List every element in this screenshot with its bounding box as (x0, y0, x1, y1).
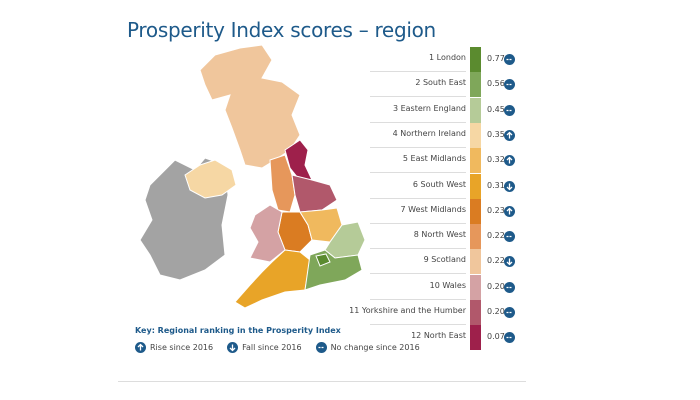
ranking-row: 7 West Midlands 0.23 (370, 198, 530, 224)
region-score: 0.20 (487, 281, 505, 291)
ranking-row: 9 Scotland 0.22 (370, 249, 530, 275)
no-change-icon (504, 104, 515, 116)
no-change-icon (504, 231, 515, 243)
no-change-icon (315, 342, 327, 353)
region-label: 2 South East (415, 78, 466, 88)
region-score: 0.31 (487, 180, 505, 190)
region-score: 0.22 (487, 256, 505, 266)
region-north-west (269, 154, 296, 213)
region-north-east (284, 139, 313, 181)
region-label: 12 North East (411, 331, 466, 341)
arrow-up-icon (135, 342, 146, 353)
region-northern-ireland (184, 159, 237, 199)
arrow-down-icon (504, 180, 515, 192)
region-label: 5 East Midlands (402, 154, 466, 164)
region-label: 10 Wales (429, 280, 466, 290)
ranking-row: 5 East Midlands 0.32 (370, 148, 530, 174)
color-swatch (470, 274, 481, 300)
legend: Rise since 2016 Fall since 2016 No chang… (135, 342, 420, 353)
region-label: 8 North West (413, 230, 466, 240)
legend-nochange: No change since 2016 (315, 342, 420, 353)
arrow-down-icon (227, 342, 239, 353)
color-swatch (470, 47, 481, 72)
color-swatch (470, 173, 481, 199)
no-change-icon (504, 79, 515, 91)
region-label: 1 London (429, 53, 466, 62)
region-label: 3 Eastern England (392, 103, 466, 113)
no-change-icon (504, 332, 515, 344)
ranking-row: 1 London 0.77 (370, 47, 530, 72)
row-divider (370, 197, 466, 199)
row-divider (370, 146, 466, 148)
no-change-icon (504, 281, 515, 293)
region-score: 0.22 (487, 231, 505, 241)
divider (118, 381, 526, 382)
color-swatch (470, 249, 481, 275)
legend-rise: Rise since 2016 (135, 342, 213, 353)
region-south-west (234, 249, 311, 309)
region-score: 0.35 (487, 129, 505, 139)
row-divider (370, 324, 466, 325)
color-swatch (470, 97, 481, 123)
row-divider (370, 71, 466, 72)
row-divider (370, 121, 466, 123)
region-label: 11 Yorkshire and the Humber (349, 306, 466, 315)
chart-title: Prosperity Index scores – region (127, 18, 436, 42)
ranking-row: 8 North West 0.22 (370, 224, 530, 250)
arrow-up-icon (504, 205, 515, 217)
region-wales (249, 204, 286, 263)
color-swatch (470, 325, 481, 351)
color-swatch (470, 72, 481, 98)
arrow-up-icon (504, 129, 515, 141)
region-label: 4 Northern Ireland (392, 128, 466, 138)
ranking-row: 11 Yorkshire and the Humber 0.20 (349, 300, 530, 325)
ranking-row: 10 Wales 0.20 (370, 274, 530, 300)
region-score: 0.20 (487, 307, 505, 316)
color-swatch (470, 122, 481, 148)
row-divider (370, 222, 466, 224)
arrow-up-icon (504, 155, 515, 167)
key-title: Key: Regional ranking in the Prosperity … (135, 326, 341, 335)
ranking-row: 12 North East 0.07 (370, 325, 530, 351)
color-swatch (470, 198, 481, 224)
color-swatch (470, 300, 481, 325)
region-score: 0.23 (487, 205, 505, 215)
row-divider (370, 172, 466, 174)
region-label: 6 South West (412, 179, 466, 189)
row-divider (370, 298, 466, 300)
region-london (315, 253, 331, 267)
region-map (139, 44, 366, 309)
color-swatch (470, 148, 481, 174)
region-score: 0.45 (487, 104, 505, 114)
no-change-icon (504, 307, 515, 318)
legend-fall: Fall since 2016 (227, 342, 302, 353)
ranking-row: 3 Eastern England 0.45 (370, 97, 530, 123)
region-score: 0.07 (487, 332, 505, 342)
ranking-row: 2 South East 0.56 (370, 72, 530, 98)
row-divider (370, 96, 466, 98)
region-yorkshire-and-the-humber (291, 174, 338, 213)
region-score: 0.32 (487, 155, 505, 165)
region-score: 0.56 (487, 79, 505, 89)
region-label: 9 Scotland (423, 255, 466, 265)
region-label: 7 West Midlands (400, 204, 467, 214)
color-swatch (470, 224, 481, 250)
ranking-row: 6 South West 0.31 (370, 173, 530, 199)
no-change-icon (504, 54, 515, 65)
row-divider (370, 273, 466, 275)
region-score: 0.77 (487, 54, 505, 63)
ranking-row: 4 Northern Ireland 0.35 (370, 122, 530, 148)
arrow-down-icon (504, 256, 515, 268)
row-divider (370, 248, 466, 250)
